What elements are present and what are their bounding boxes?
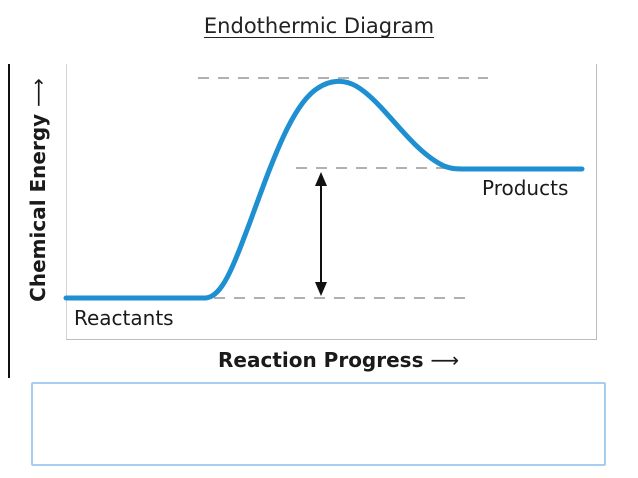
products-label: Products [482, 176, 569, 200]
y-axis-arrow-icon: ⟶ [26, 78, 50, 107]
y-axis-label: Chemical Energy ⟶ [26, 78, 50, 302]
plot-frame [66, 64, 597, 340]
diagram-title: Endothermic Diagram [203, 14, 435, 38]
x-axis-label-text: Reaction Progress [218, 348, 424, 372]
x-axis-label: Reaction Progress ⟶ [218, 348, 459, 372]
energy-curve [63, 78, 585, 301]
energy-arrow-head-down [315, 282, 327, 296]
x-axis-arrow-icon: ⟶ [430, 348, 460, 372]
energy-arrow-head-up [315, 172, 327, 186]
answer-text-box[interactable] [31, 382, 606, 466]
y-axis-label-text: Chemical Energy [26, 113, 50, 302]
left-rule [8, 64, 10, 378]
reactants-label: Reactants [74, 306, 174, 330]
